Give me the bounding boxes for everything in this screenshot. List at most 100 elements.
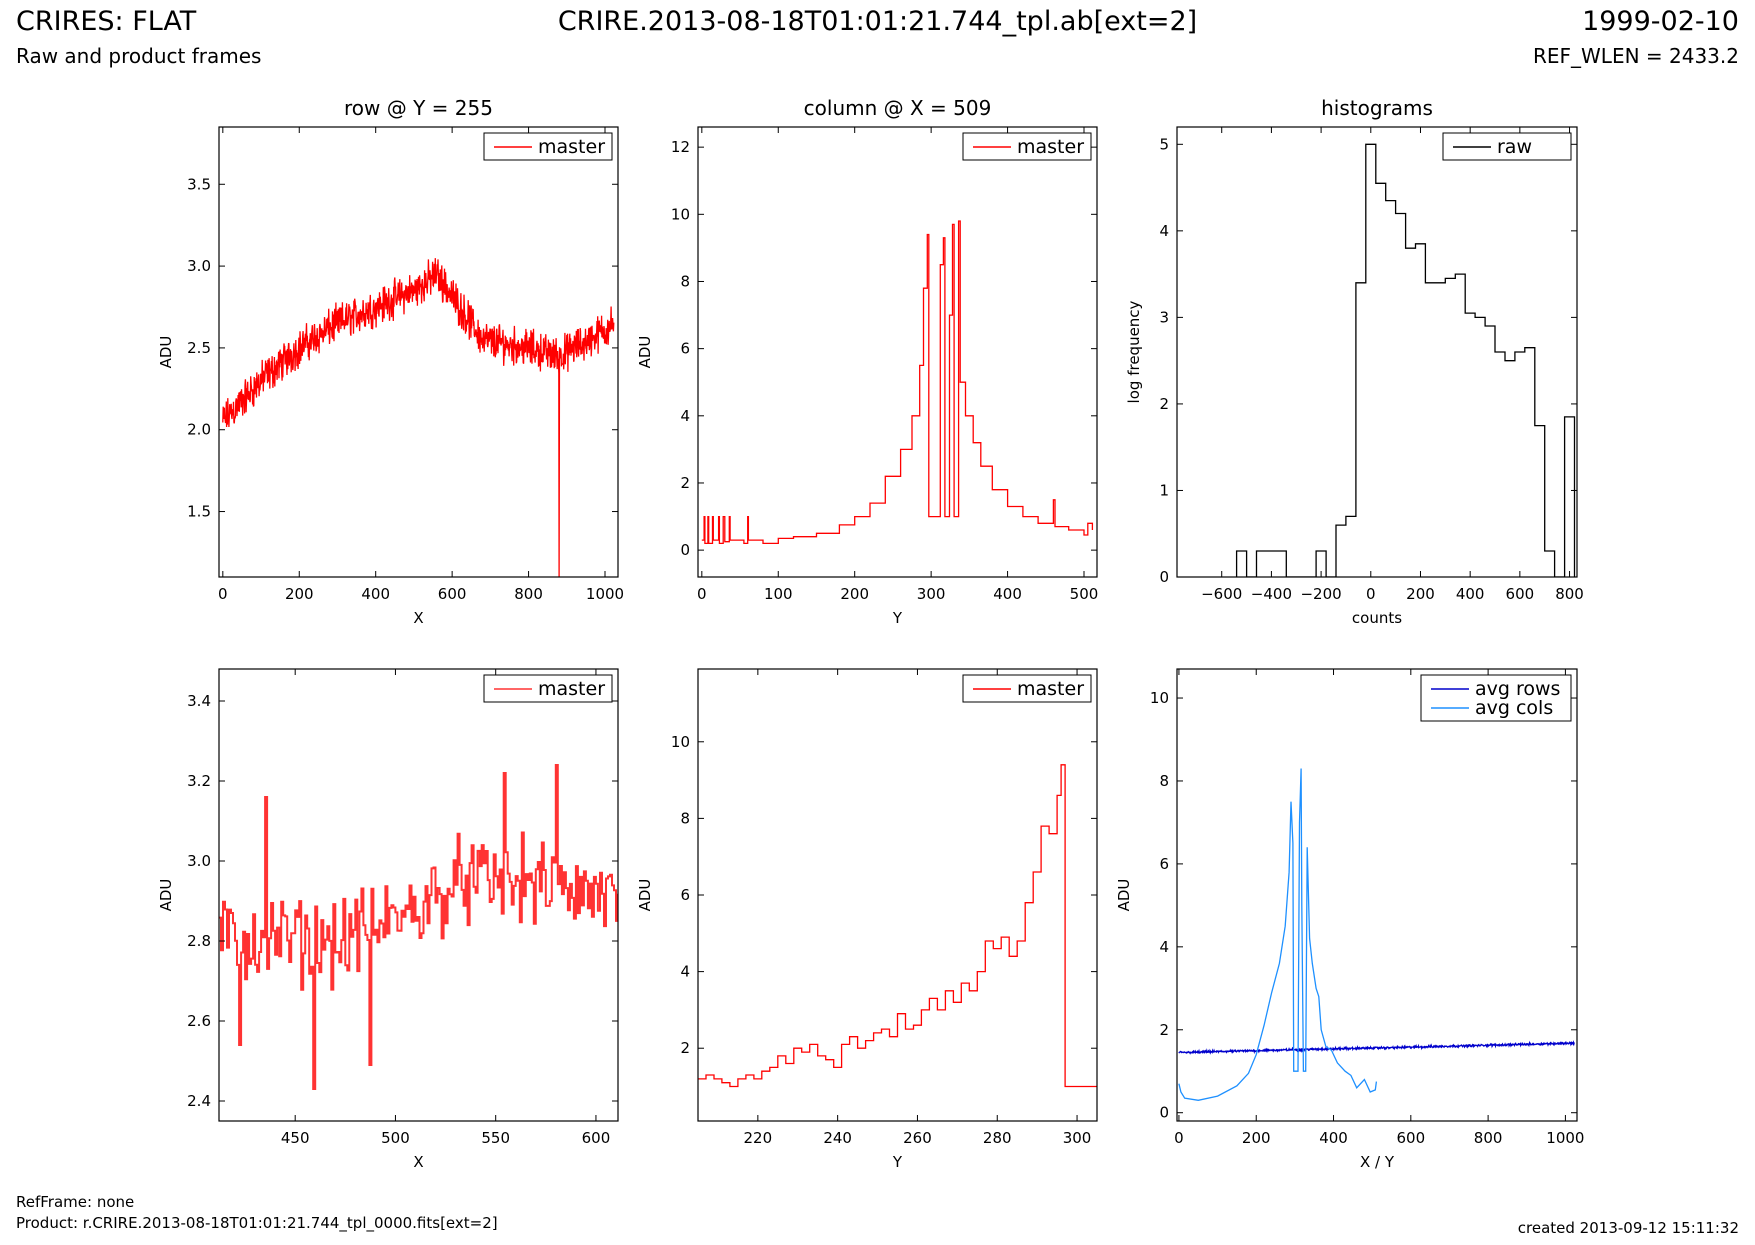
histograms-x-tick-label: 0 — [1366, 585, 1376, 603]
histograms-x-tick-label: −200 — [1300, 585, 1341, 603]
figure-title: CRIRES: FLAT — [16, 6, 197, 37]
ref-frame-label: RefFrame: none — [16, 1193, 135, 1211]
row_zoom-x-tick-label: 500 — [381, 1129, 410, 1147]
column_zoom-x-tick-label: 240 — [823, 1129, 852, 1147]
histograms-panel-title: histograms — [1321, 96, 1433, 120]
histograms-y-tick-label: 1 — [1159, 481, 1169, 499]
row_zoom-series-group — [219, 764, 618, 1090]
averages-legend-label: avg rows — [1475, 678, 1560, 700]
averages-x-tick-label: 800 — [1474, 1129, 1503, 1147]
column-x-tick-label: 500 — [1070, 585, 1099, 603]
row_zoom-y-tick-label: 3.0 — [187, 852, 211, 870]
histograms-x-tick-label: 200 — [1406, 585, 1435, 603]
averages-x-tick-label: 0 — [1174, 1129, 1184, 1147]
row-y-tick-label: 3.0 — [187, 257, 211, 275]
averages-series-avg-cols-line — [1178, 768, 1378, 1101]
column_zoom-y-tick-label: 2 — [680, 1039, 690, 1057]
product-label: Product: r.CRIRE.2013-08-18T01:01:21.744… — [16, 1214, 498, 1232]
row_zoom-series-master-line — [219, 764, 618, 1090]
averages-y-tick-label: 8 — [1159, 772, 1169, 790]
column-y-tick-label: 2 — [680, 474, 690, 492]
column_zoom-legend-box — [962, 674, 1092, 703]
row-legend-label: master — [538, 136, 605, 158]
averages-legend-box — [1420, 674, 1572, 722]
averages-plot-frame — [1176, 668, 1578, 1122]
column-plot-frame — [697, 126, 1098, 578]
column-y-tick-label: 6 — [680, 340, 690, 358]
row-plot-frame — [218, 126, 619, 578]
column-y-tick-label: 4 — [680, 407, 690, 425]
column_zoom-series-master-line — [698, 764, 1097, 1088]
column-series-master-line — [701, 220, 1094, 545]
row-y-tick-label: 3.5 — [187, 175, 211, 193]
column-y-tick-label: 12 — [671, 138, 690, 156]
column_zoom-plot-frame — [697, 668, 1098, 1122]
row-x-tick-label: 0 — [218, 585, 228, 603]
column_zoom-x-tick-label: 220 — [744, 1129, 773, 1147]
row_zoom-x-tick-label: 600 — [582, 1129, 611, 1147]
column_zoom-legend-label: master — [1017, 678, 1084, 700]
row_zoom-x-tick-label: 550 — [481, 1129, 510, 1147]
row_zoom-x-tick-label: 450 — [281, 1129, 310, 1147]
created-label: created 2013-09-12 15:11:32 — [1517, 1219, 1739, 1237]
averages-x-tick-label: 200 — [1242, 1129, 1271, 1147]
histograms-series-raw-line — [1235, 143, 1576, 577]
histograms-legend-label: raw — [1497, 136, 1532, 158]
column_zoom-y-tick-label: 8 — [680, 809, 690, 827]
row-x-tick-label: 1000 — [586, 585, 624, 603]
averages-y-tick-label: 4 — [1159, 938, 1169, 956]
averages-series-avg-rows-line — [1178, 1039, 1575, 1055]
histograms-plot-frame — [1176, 126, 1578, 578]
column-x-tick-label: 300 — [917, 585, 946, 603]
column-x-tick-label: 200 — [840, 585, 869, 603]
row-x-tick-label: 200 — [285, 585, 314, 603]
row-series-group — [222, 258, 615, 577]
row-y-tick-label: 2.0 — [187, 421, 211, 439]
column_zoom-series-group — [698, 764, 1097, 1088]
column-legend-label: master — [1017, 136, 1084, 158]
row-y-tick-label: 2.5 — [187, 339, 211, 357]
averages-x-axis-label: X / Y — [1360, 1153, 1395, 1171]
column-x-tick-label: 400 — [993, 585, 1022, 603]
histograms-x-tick-label: 600 — [1506, 585, 1535, 603]
histograms-y-tick-label: 3 — [1159, 308, 1169, 326]
row-series-master-line — [222, 258, 615, 577]
column_zoom-y-tick-label: 6 — [680, 886, 690, 904]
row_zoom-y-tick-label: 2.6 — [187, 1012, 211, 1030]
column-y-axis-label: ADU — [636, 336, 654, 369]
averages-y-tick-label: 0 — [1159, 1104, 1169, 1122]
row_zoom-y-axis-label: ADU — [157, 879, 175, 912]
averages-y-tick-label: 2 — [1159, 1021, 1169, 1039]
histograms-y-tick-label: 2 — [1159, 395, 1169, 413]
column-series-group — [701, 220, 1094, 545]
histograms-x-axis-label: counts — [1352, 609, 1402, 627]
column-y-tick-label: 0 — [680, 541, 690, 559]
column_zoom-y-tick-label: 10 — [671, 733, 690, 751]
row_zoom-y-tick-label: 2.8 — [187, 932, 211, 950]
column_zoom-x-tick-label: 300 — [1063, 1129, 1092, 1147]
averages-x-tick-label: 1000 — [1546, 1129, 1584, 1147]
row-panel-title: row @ Y = 255 — [344, 96, 493, 120]
column_zoom-x-tick-label: 280 — [983, 1129, 1012, 1147]
column_zoom-x-tick-label: 260 — [903, 1129, 932, 1147]
row-x-tick-label: 800 — [514, 585, 543, 603]
histograms-y-axis-label: log frequency — [1125, 300, 1143, 403]
row_zoom-y-tick-label: 2.4 — [187, 1092, 211, 1110]
column-x-axis-label: Y — [892, 609, 903, 627]
row-x-tick-label: 600 — [438, 585, 467, 603]
column_zoom-y-tick-label: 4 — [680, 963, 690, 981]
averages-y-axis-label: ADU — [1115, 879, 1133, 912]
averages-x-tick-label: 600 — [1396, 1129, 1425, 1147]
row-x-axis-label: X — [413, 609, 423, 627]
averages-series-group — [1178, 768, 1575, 1101]
averages-x-tick-label: 400 — [1319, 1129, 1348, 1147]
averages-y-tick-label: 6 — [1159, 855, 1169, 873]
figure-subtitle: Raw and product frames — [16, 44, 262, 68]
row_zoom-y-tick-label: 3.2 — [187, 772, 211, 790]
column-panel-title: column @ X = 509 — [804, 96, 992, 120]
histograms-x-tick-label: 800 — [1555, 585, 1584, 603]
row_zoom-legend-label: master — [538, 678, 605, 700]
histograms-y-tick-label: 4 — [1159, 222, 1169, 240]
column_zoom-y-axis-label: ADU — [636, 879, 654, 912]
